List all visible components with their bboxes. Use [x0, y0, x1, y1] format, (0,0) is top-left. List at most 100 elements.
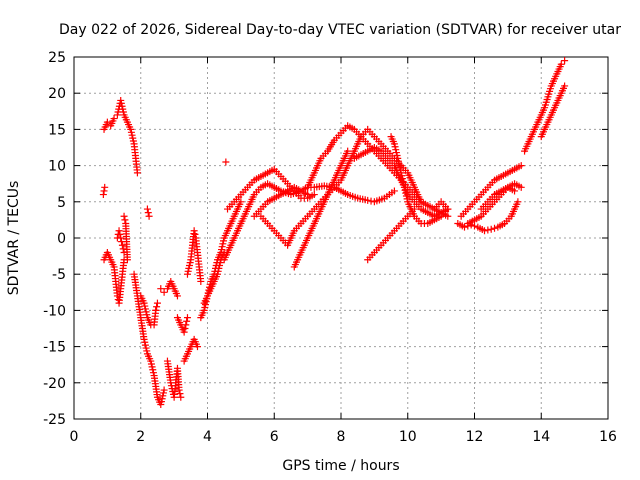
data-point	[180, 328, 188, 336]
data-point	[561, 57, 569, 65]
data-point	[183, 317, 191, 325]
series-descent-to-min	[130, 270, 168, 409]
series-wave-2	[224, 165, 318, 213]
data-point	[222, 158, 230, 166]
data-point	[99, 191, 107, 199]
data-point	[460, 223, 468, 231]
y-tick-label: -15	[43, 340, 66, 356]
data-point	[191, 230, 199, 238]
series-cluster-B	[163, 357, 185, 401]
series-isolated-low	[152, 299, 161, 314]
data-point	[145, 212, 153, 220]
data-point	[491, 224, 499, 232]
data-point	[367, 197, 375, 205]
data-point	[310, 191, 318, 199]
data-point	[110, 115, 118, 123]
data-point	[101, 183, 109, 191]
data-point	[237, 198, 245, 206]
series-cluster-E	[173, 314, 191, 336]
data-point	[517, 183, 525, 191]
series-wave-5	[290, 147, 352, 271]
data-point	[181, 325, 189, 332]
data-point	[123, 256, 131, 264]
series-wave-8	[364, 205, 418, 264]
chart-title: Day 022 of 2026, Sidereal Day-to-day VTE…	[59, 22, 621, 38]
data-point	[160, 288, 168, 296]
data-point	[153, 299, 161, 307]
x-tick-label: 8	[337, 429, 346, 445]
y-tick-label: 20	[48, 86, 66, 102]
series-wave-10	[430, 198, 452, 213]
series-final-climb-2	[537, 82, 569, 141]
x-tick-label: 16	[599, 429, 617, 445]
data-point	[444, 205, 452, 213]
data-point	[390, 187, 398, 195]
series-final-climb-1	[521, 57, 569, 155]
x-tick-label: 0	[70, 429, 79, 445]
y-tick-label: 10	[48, 159, 66, 175]
series-wave-9	[387, 133, 452, 228]
y-tick-label: 5	[57, 195, 66, 211]
data-point	[304, 191, 312, 199]
series-late-rise-3	[477, 180, 525, 213]
x-tick-label: 10	[399, 429, 417, 445]
data-point	[144, 209, 152, 217]
data-point	[481, 227, 489, 235]
data-point	[487, 225, 495, 233]
series-cluster-D	[157, 277, 181, 300]
y-tick-label: -20	[43, 376, 66, 392]
y-tick-label: -10	[43, 303, 66, 319]
data-point	[121, 216, 129, 224]
series-late-rise-1	[457, 162, 525, 220]
x-tick-label: 12	[466, 429, 484, 445]
grid	[74, 57, 608, 419]
axis-ticks: 0 2 4 6 8 10 12 14 16 -25 -20 -15 -10 -5 0 5 10 15 20 25	[43, 50, 617, 445]
y-tick-label: 15	[48, 122, 66, 138]
data-point	[177, 393, 185, 401]
data-point	[511, 187, 519, 195]
data-point	[117, 234, 125, 242]
data-point	[183, 314, 191, 322]
data-point	[557, 60, 565, 68]
data-point	[160, 386, 168, 394]
data-point	[118, 241, 126, 249]
series-wave-3	[250, 183, 312, 220]
data-point	[182, 321, 190, 329]
data-point	[175, 386, 183, 394]
data-point	[152, 306, 160, 314]
data-point	[153, 303, 161, 311]
series-cluster-C	[180, 335, 201, 365]
series-wave-1	[220, 180, 398, 264]
data-point	[133, 169, 141, 177]
x-tick-label: 6	[270, 429, 279, 445]
series-isolated-4.6	[222, 158, 230, 166]
x-tick-label: 2	[136, 429, 145, 445]
series-late-trough	[454, 198, 522, 235]
data-point	[100, 187, 108, 195]
series-early-spike	[99, 183, 109, 199]
data-point	[157, 285, 165, 293]
series-early-low	[100, 248, 128, 307]
y-axis-label: SDTVAR / TECUs	[6, 181, 22, 296]
data-point	[190, 227, 198, 235]
data-point	[484, 226, 492, 234]
data-point	[193, 343, 201, 351]
data-point	[116, 230, 124, 238]
data-marks	[99, 57, 569, 409]
x-tick-label: 14	[532, 429, 550, 445]
x-tick-label: 4	[203, 429, 212, 445]
data-point	[364, 196, 372, 204]
y-tick-label: 25	[48, 50, 66, 66]
data-point	[173, 292, 181, 300]
data-point	[444, 212, 452, 220]
data-point	[197, 277, 205, 285]
series-early-isolated	[120, 212, 131, 264]
series-isolated-high	[143, 205, 153, 220]
data-point	[561, 82, 569, 90]
y-tick-label: -5	[52, 267, 66, 283]
data-point	[176, 390, 184, 398]
data-point	[471, 222, 478, 230]
data-point	[103, 118, 111, 126]
y-tick-label: 0	[57, 231, 66, 247]
y-tick-label: -25	[43, 412, 66, 428]
